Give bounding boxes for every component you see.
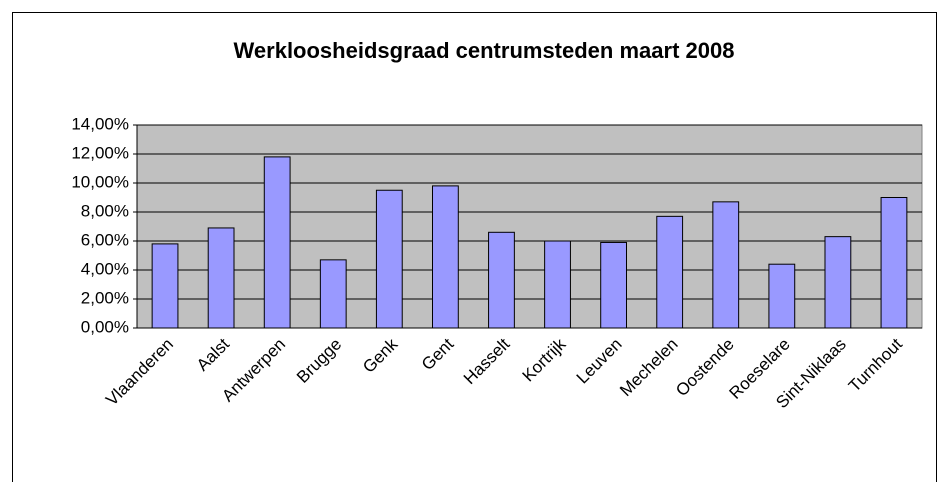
y-tick-label: 6,00% <box>81 230 129 249</box>
plot-area <box>136 124 923 329</box>
y-tick-label: 4,00% <box>81 259 129 278</box>
bar <box>488 231 515 329</box>
bar <box>263 156 291 329</box>
bar <box>768 263 796 329</box>
bar <box>880 197 908 329</box>
y-tick-label: 12,00% <box>71 143 129 162</box>
bar <box>375 189 403 329</box>
bar <box>544 240 571 329</box>
y-tick-label: 2,00% <box>81 288 129 307</box>
chart-title: Werkloosheidsgraad centrumsteden maart 2… <box>234 38 735 63</box>
y-tick-label: 0,00% <box>81 317 129 336</box>
bar <box>207 227 235 329</box>
bar <box>656 215 684 329</box>
bar <box>431 185 459 329</box>
bar <box>712 201 740 329</box>
y-tick-label: 8,00% <box>81 201 129 220</box>
bar <box>824 236 852 329</box>
bar <box>151 243 179 329</box>
y-tick-label: 14,00% <box>71 114 129 133</box>
y-tick-label: 10,00% <box>71 172 129 191</box>
bar <box>319 259 347 329</box>
bar <box>600 241 628 329</box>
